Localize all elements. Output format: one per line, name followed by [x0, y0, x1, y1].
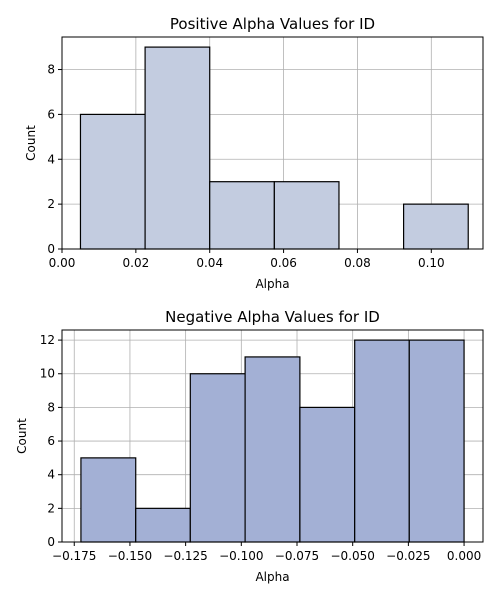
histogram-bar: [80, 457, 137, 543]
histogram-bar: [408, 339, 465, 543]
y-tick-label: 6: [47, 107, 55, 121]
y-axis-label: Count: [24, 125, 38, 161]
x-tick-label: −0.150: [108, 549, 152, 563]
y-ticks: 0 2 4 6 8: [47, 63, 62, 256]
y-tick-label: 2: [47, 501, 55, 515]
x-tick-label: 0.02: [123, 256, 150, 270]
histogram-bar: [244, 356, 301, 543]
histogram-bar: [79, 113, 146, 250]
x-tick-label: −0.125: [163, 549, 207, 563]
bars: [79, 46, 469, 250]
y-axis-label: Count: [15, 418, 29, 454]
plot-frame: [61, 36, 484, 250]
x-tick-label: 0.04: [196, 256, 223, 270]
y-tick-label: 6: [47, 434, 55, 448]
y-tick-label: 0: [47, 535, 55, 549]
plot-frame: [61, 329, 484, 543]
bars: [80, 339, 465, 543]
y-tick-label: 12: [40, 333, 55, 347]
y-tick-label: 4: [47, 152, 55, 166]
x-tick-label: 0.00: [49, 256, 76, 270]
chart-title: Positive Alpha Values for ID: [170, 15, 375, 33]
histogram-bar: [273, 181, 340, 250]
y-tick-label: 4: [47, 468, 55, 482]
x-ticks: 0.00 0.02 0.04 0.06 0.08 0.10: [49, 249, 445, 270]
x-tick-label: 0.10: [418, 256, 445, 270]
x-ticks: −0.175 −0.150 −0.125 −0.100 −0.075 −0.050 −0.0…: [52, 542, 481, 563]
histogram-bar: [209, 181, 275, 250]
histogram-bar: [189, 373, 246, 543]
y-tick-label: 8: [47, 400, 55, 414]
y-tick-label: 0: [47, 242, 55, 256]
y-tick-label: 10: [40, 367, 55, 381]
x-tick-label: −0.100: [219, 549, 263, 563]
y-ticks: 0 2 4 6 8 10 12: [40, 333, 62, 549]
chart-title: Negative Alpha Values for ID: [165, 308, 380, 326]
histogram-bar: [403, 203, 469, 250]
histogram-bar: [144, 46, 211, 250]
x-tick-label: 0.000: [447, 549, 481, 563]
x-tick-label: −0.025: [386, 549, 430, 563]
histogram-bar: [299, 406, 356, 543]
y-tick-label: 2: [47, 197, 55, 211]
x-tick-label: 0.08: [344, 256, 371, 270]
x-tick-label: −0.050: [330, 549, 374, 563]
histogram-bar: [354, 339, 410, 543]
positive-alpha-histogram: 0.00 0.02 0.04 0.06 0.08 0.10 0 2 4 6 8 Positive …: [24, 15, 484, 291]
x-tick-label: 0.06: [270, 256, 297, 270]
x-axis-label: Alpha: [255, 277, 289, 291]
x-tick-label: −0.075: [275, 549, 319, 563]
x-tick-label: −0.175: [52, 549, 96, 563]
y-tick-label: 8: [47, 63, 55, 77]
x-axis-label: Alpha: [255, 570, 289, 584]
negative-alpha-histogram: −0.175 −0.150 −0.125 −0.100 −0.075 −0.050 −0.0…: [15, 308, 484, 584]
histogram-bar: [135, 507, 191, 543]
